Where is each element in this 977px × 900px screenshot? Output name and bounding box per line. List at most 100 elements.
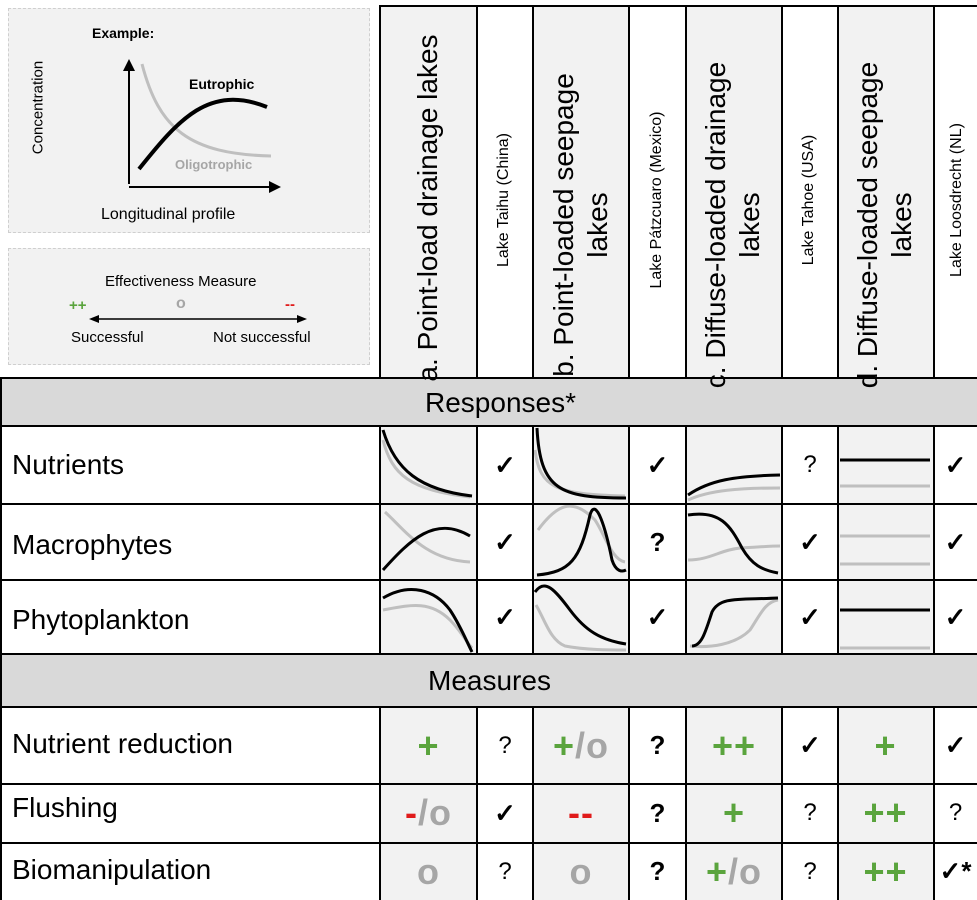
effect-nutrient-reduction-a: + xyxy=(417,724,440,766)
grid-v-0 xyxy=(379,5,381,378)
curve-c-macro-olig xyxy=(687,544,781,562)
row-label-phytoplankton: Phytoplankton xyxy=(12,604,190,635)
col-d-shade xyxy=(838,6,933,377)
eutrophic-label: Eutrophic xyxy=(189,76,255,92)
curve-c-phyto-eutr xyxy=(691,596,779,648)
legend-plus: ++ xyxy=(69,297,87,314)
example-plot xyxy=(123,59,281,193)
legend-left-label: Successful xyxy=(71,329,144,346)
check-nutrients-loosdrecht: ✓ xyxy=(944,449,967,480)
col-b-shade xyxy=(533,6,629,377)
grid-h-nutrient-reduction xyxy=(0,783,977,785)
check-nutrients-tahoe: ? xyxy=(803,451,817,478)
effect-biomanipulation-a: o xyxy=(417,850,440,892)
curve-a-nutrients-olig xyxy=(381,439,471,499)
check-nutrients-patzcuaro: ✓ xyxy=(646,449,669,480)
grid-v-5-m xyxy=(781,706,783,900)
check-nutrient-reduction-patzcuaro: ? xyxy=(649,730,666,760)
grid-v-2 xyxy=(532,5,534,378)
curve-c-nutrients-olig xyxy=(687,486,781,502)
row-label-nutrient-reduction: Nutrient reduction xyxy=(12,728,234,759)
grid-v-4-r xyxy=(685,425,687,654)
row-label-biomanipulation: Biomanipulation xyxy=(12,854,212,885)
grid-v-1-r xyxy=(476,425,478,654)
example-x-label: Longitudinal profile xyxy=(101,206,236,223)
legend-title: Effectiveness Measure xyxy=(105,273,257,290)
effect-biomanipulation-c: +/o xyxy=(705,850,763,892)
grid-h-phyto xyxy=(0,653,977,655)
check-flushing-taihu: ✓ xyxy=(494,797,516,828)
col-d-shade-measures xyxy=(838,707,933,900)
grid-h-top-header xyxy=(379,5,977,7)
grid-v-7-r xyxy=(933,425,935,654)
grid-v-3 xyxy=(628,5,630,378)
curve-c-nutrients-eutr xyxy=(687,473,781,497)
grid-h-nutrients xyxy=(0,503,977,505)
check-phyto-loosdrecht: ✓ xyxy=(944,601,967,632)
grid-v-7-m xyxy=(933,706,935,900)
check-phyto-taihu: ✓ xyxy=(494,601,516,632)
grid-h-responses-bottom xyxy=(0,425,977,427)
grid-v-1-m xyxy=(476,706,478,900)
check-nutrients-taihu: ✓ xyxy=(494,449,516,480)
curve-a-phyto-eutr xyxy=(382,588,474,653)
check-macrophytes-loosdrecht: ✓ xyxy=(944,526,967,557)
legend-right-label: Not successful xyxy=(213,329,311,346)
oligotrophic-label: Oligotrophic xyxy=(175,157,253,172)
effect-biomanipulation-d: ++ xyxy=(863,850,908,892)
example-title: Example: xyxy=(92,25,155,41)
check-biomanipulation-taihu: ? xyxy=(498,857,512,885)
measures-band xyxy=(0,654,977,706)
grid-v-4-m xyxy=(685,706,687,900)
row-label-nutrients: Nutrients xyxy=(12,449,125,480)
curve-b-nutrients-eutr xyxy=(535,427,627,500)
grid-h-measures-bottom xyxy=(0,706,977,708)
check-flushing-tahoe: ? xyxy=(803,799,817,826)
grid-h-header-bottom xyxy=(0,377,977,379)
effect-flushing-c: + xyxy=(722,792,746,833)
legend-box: Effectiveness Measure ++ o -- Successful… xyxy=(8,248,370,365)
check-phyto-tahoe: ✓ xyxy=(799,601,821,632)
check-biomanipulation-tahoe: ? xyxy=(803,857,817,885)
col-a-shade-measures xyxy=(381,707,476,900)
check-macrophytes-patzcuaro: ? xyxy=(649,526,666,557)
effect-flushing-a: -/o xyxy=(405,792,452,833)
grid-v-5-r xyxy=(781,425,783,654)
effect-flushing-d: ++ xyxy=(863,792,908,833)
col-a-shade-responses xyxy=(381,426,476,653)
curve-b-macro-olig xyxy=(536,504,626,564)
col-b-shade-responses xyxy=(533,426,629,653)
legend-minus: -- xyxy=(285,296,295,313)
measures-heading: Measures xyxy=(428,665,551,696)
check-phyto-patzcuaro: ✓ xyxy=(646,601,669,632)
grid-v-3-r xyxy=(628,425,630,654)
check-macrophytes-tahoe: ✓ xyxy=(799,526,821,557)
check-biomanipulation-patzcuaro: ? xyxy=(649,856,666,886)
col-c-shade-measures xyxy=(686,707,782,900)
check-flushing-patzcuaro: ? xyxy=(649,797,666,828)
curve-b-nutrients-olig xyxy=(533,449,626,498)
curve-c-macro-eutr xyxy=(687,512,779,575)
effect-flushing-b: -- xyxy=(568,792,594,833)
grid-v-0-r xyxy=(379,425,381,654)
effect-biomanipulation-b: o xyxy=(569,850,593,892)
col-c-shade-responses xyxy=(686,426,782,653)
effect-nutrient-reduction-d: + xyxy=(874,724,897,766)
legend-neutral: o xyxy=(176,295,186,312)
curve-b-phyto-eutr xyxy=(533,584,627,646)
responses-band xyxy=(0,378,977,426)
effect-nutrient-reduction-b: +/o xyxy=(552,724,610,766)
legend-arrow xyxy=(89,315,307,323)
check-nutrient-reduction-tahoe: ✓ xyxy=(799,730,821,760)
row-label-flushing: Flushing xyxy=(12,792,118,823)
grid-v-4 xyxy=(685,5,687,378)
effect-nutrient-reduction-c: ++ xyxy=(711,724,757,766)
check-flushing-loosdrecht: ? xyxy=(948,799,963,826)
responses-heading: Responses* xyxy=(425,387,576,418)
grid-v-6-r xyxy=(837,425,839,654)
check-biomanipulation-loosdrecht: ✓* xyxy=(939,856,972,886)
example-box: Example: Concentration Longitudinal prof… xyxy=(8,8,370,233)
grid-v-2-r xyxy=(532,425,534,654)
col-a-shade xyxy=(381,6,476,377)
